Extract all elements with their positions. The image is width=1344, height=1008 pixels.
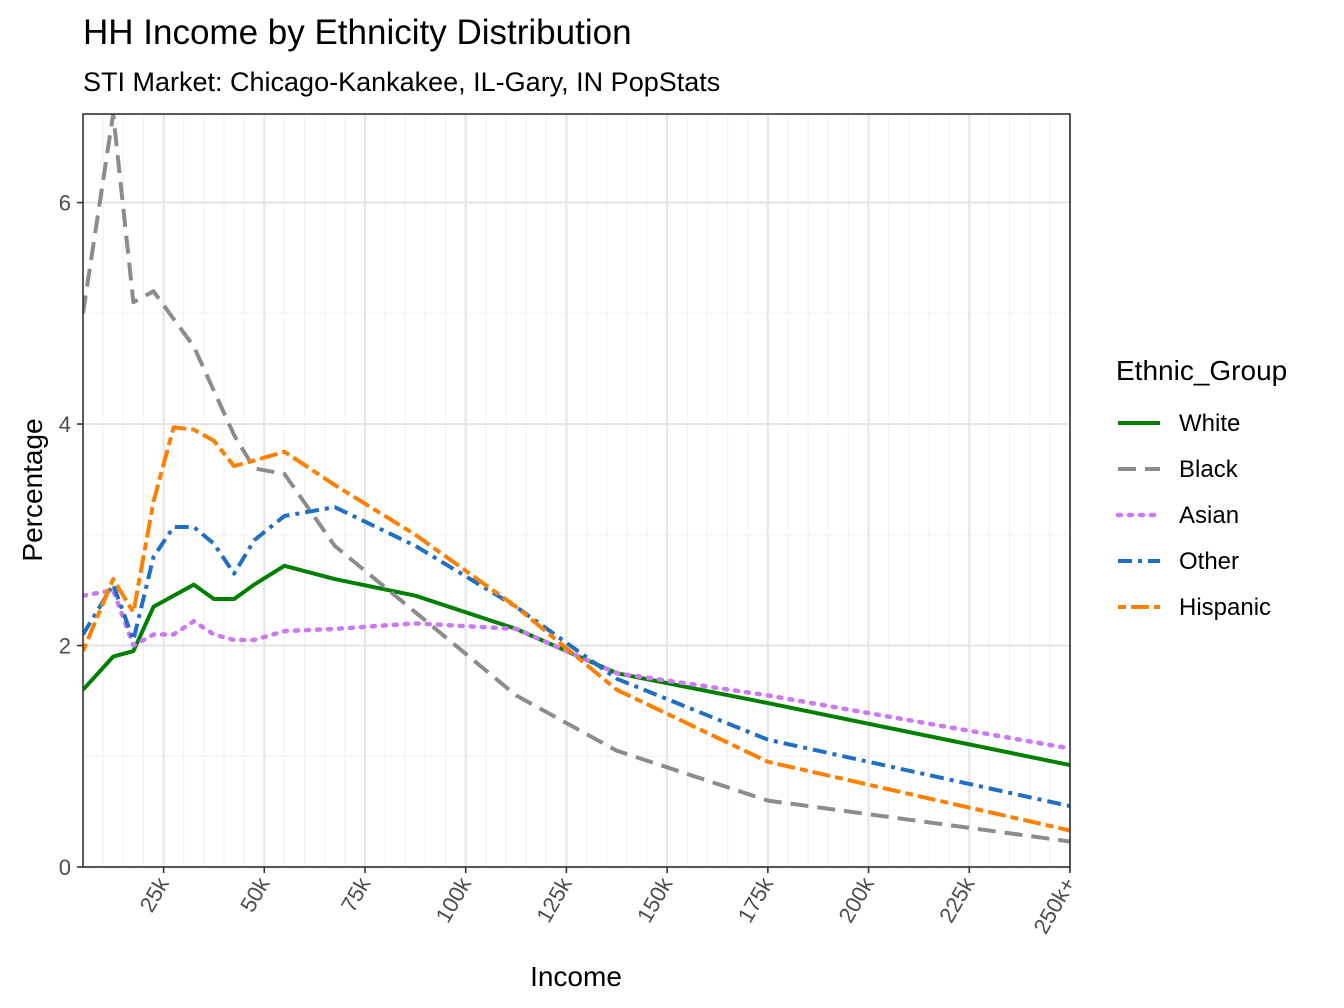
x-tick-label: 150k <box>632 872 678 927</box>
chart-subtitle: STI Market: Chicago-Kankakee, IL-Gary, I… <box>83 67 720 97</box>
legend-label-other: Other <box>1179 548 1239 575</box>
series-line-hispanic <box>83 425 1070 833</box>
legend-label-asian: Asian <box>1179 502 1239 529</box>
series-line-black <box>83 114 1070 844</box>
y-axis: 0 2 4 6 <box>59 191 83 880</box>
series-line-asian <box>83 587 1070 751</box>
legend-label-hispanic: Hispanic <box>1179 594 1271 621</box>
chart-title: HH Income by Ethnicity Distribution <box>83 13 632 52</box>
x-tick-label: 25k <box>135 872 175 916</box>
panel-border <box>82 113 1071 868</box>
y-tick-label: 6 <box>59 191 71 216</box>
legend-items: White Black Asian Other Hispanic <box>1115 410 1271 621</box>
series-line-other <box>83 505 1070 809</box>
y-tick-label: 0 <box>59 855 71 880</box>
x-axis-title: Income <box>530 961 622 992</box>
x-tick-label: 250k+ <box>1028 873 1080 938</box>
x-tick-label: 200k <box>833 872 879 927</box>
panel-background <box>83 114 1070 867</box>
plot-panel <box>82 113 1072 869</box>
y-axis-title: Percentage <box>17 418 48 561</box>
legend: Ethnic_Group White Black Asian Other Hispani… <box>1115 355 1287 621</box>
x-tick-label: 125k <box>531 872 577 927</box>
legend-label-white: White <box>1179 410 1240 437</box>
series-lines <box>83 114 1070 844</box>
x-tick-label: 225k <box>934 872 980 927</box>
x-axis: 25k 50k 75k 100k 125k 150k 175k 200k 225k 250k+ <box>135 867 1080 938</box>
legend-title: Ethnic_Group <box>1116 355 1287 386</box>
x-tick-label: 75k <box>336 872 376 916</box>
x-tick-label: 175k <box>733 872 779 927</box>
x-tick-label: 100k <box>431 872 477 927</box>
y-tick-label: 2 <box>59 634 71 659</box>
legend-label-black: Black <box>1179 456 1239 483</box>
y-tick-label: 4 <box>59 412 71 437</box>
x-tick-label: 50k <box>235 872 275 916</box>
